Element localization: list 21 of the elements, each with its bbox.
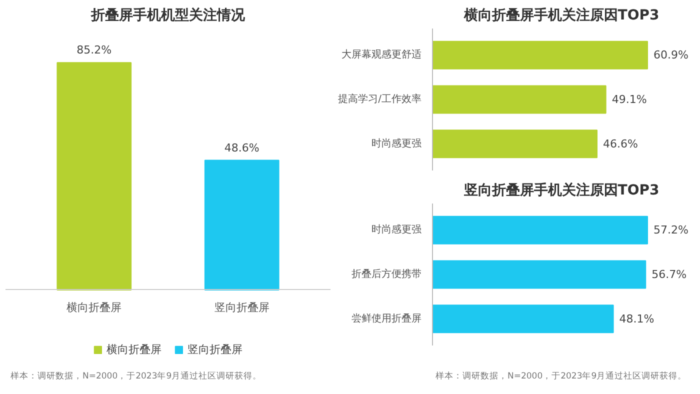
- chart-title: 竖向折叠屏手机关注原因TOP3: [462, 182, 660, 198]
- y-tick-label: 折叠后方便携带: [352, 268, 422, 280]
- y-tick-label: 时尚感更强: [372, 224, 422, 236]
- legend-label: 横向折叠屏: [106, 342, 162, 357]
- data-label: 60.9%: [654, 48, 688, 62]
- legend-label: 竖向折叠屏: [188, 342, 242, 357]
- text: 样本：调研数据，N=2000，于2023年9月通过社区调研获得。: [10, 370, 262, 382]
- chart-title: 折叠屏手机机型关注情况: [90, 6, 246, 24]
- data-label: 85.2%: [76, 44, 112, 57]
- y-tick-label: 时尚感更强: [372, 137, 422, 150]
- y-tick-label: 尝鲜使用折叠屏: [352, 312, 422, 324]
- text: 样本：调研数据，N=2000，于2023年9月通过社区调研获得。: [436, 370, 687, 382]
- chart-title: 横向折叠屏手机关注原因TOP3: [462, 6, 660, 24]
- data-label: 48.1%: [619, 312, 654, 326]
- data-label: 49.1%: [612, 93, 647, 106]
- y-tick-label: 提高学习/工作效率: [338, 93, 422, 105]
- data-label: 57.2%: [654, 224, 688, 237]
- data-label: 48.6%: [224, 141, 260, 154]
- data-label: 46.6%: [603, 137, 638, 150]
- data-label: 56.7%: [652, 268, 687, 282]
- y-tick-label: 大屏幕观感更舒适: [342, 48, 422, 61]
